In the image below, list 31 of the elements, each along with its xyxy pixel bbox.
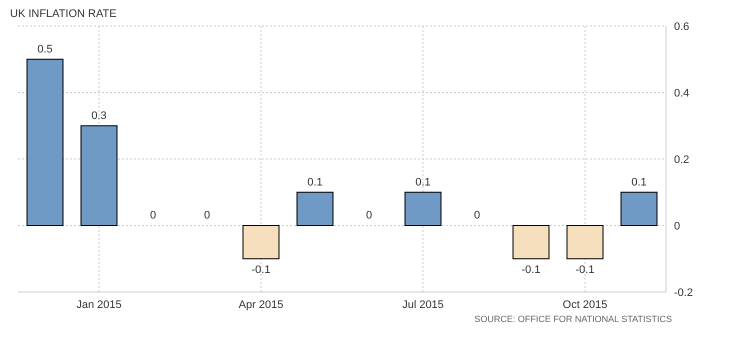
bar [296, 192, 334, 226]
bar [80, 125, 118, 226]
data-label: 0 [366, 210, 372, 222]
bar [566, 225, 604, 260]
data-label: 0 [204, 210, 210, 222]
y-tick-label: 0.6 [674, 20, 690, 33]
data-label: 0.3 [91, 110, 107, 122]
y-tick-label: -0.2 [674, 286, 693, 299]
data-label: 0 [474, 210, 480, 222]
y-tick-label: 0.2 [674, 154, 690, 166]
data-label: -0.1 [576, 264, 594, 276]
data-label: -0.1 [522, 264, 540, 276]
y-tick-label: 0.4 [674, 87, 690, 100]
data-label: 0.1 [307, 176, 323, 188]
x-tick-label: Apr 2015 [238, 298, 284, 311]
y-tick-label: 0 [674, 220, 680, 232]
bar [242, 225, 280, 260]
bar [512, 225, 550, 260]
data-label: -0.1 [252, 264, 270, 276]
data-label: 0 [150, 210, 156, 222]
x-tick-label: Oct 2015 [562, 298, 608, 311]
data-label: 0.5 [37, 43, 53, 56]
source-note: SOURCE: OFFICE FOR NATIONAL STATISTICS [474, 314, 672, 324]
data-label: 0.1 [631, 176, 647, 188]
x-tick-label: Jul 2015 [402, 298, 444, 311]
chart-title: UK INFLATION RATE [10, 8, 117, 20]
bar [26, 58, 64, 226]
data-label: 0.1 [415, 176, 431, 188]
bar [620, 192, 658, 226]
bar [404, 192, 442, 226]
x-tick-label: Jan 2015 [76, 298, 122, 311]
